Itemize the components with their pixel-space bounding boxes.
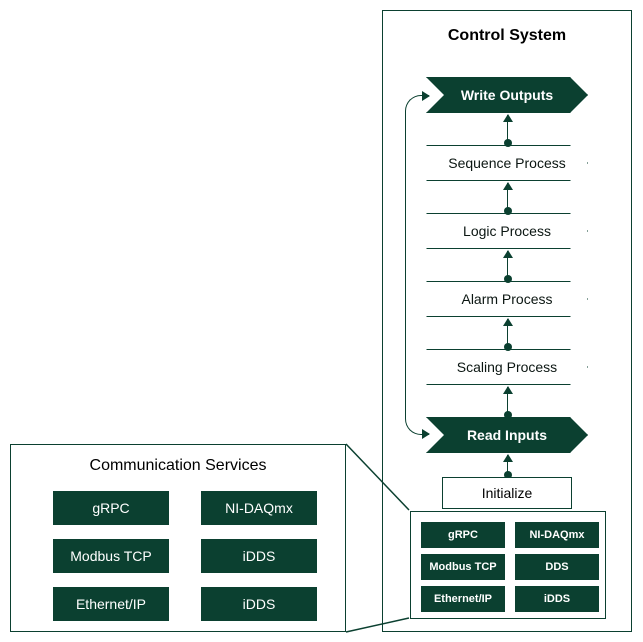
arrowhead-icon: [422, 91, 430, 101]
mini-svc-grpc: gRPC: [421, 522, 505, 548]
connector-arrow: [507, 455, 508, 475]
arrowhead-icon: [422, 429, 430, 439]
svc-modbus-tcp: Modbus TCP: [53, 539, 169, 573]
control-system-panel: Control System Write Outputs Sequence Pro…: [382, 10, 632, 632]
step-alarm-process: Alarm Process: [426, 281, 588, 317]
svc-idds: iDDS: [201, 539, 317, 573]
connector-arrow: [507, 319, 508, 347]
initialize-step: Initialize: [442, 477, 572, 509]
loop-arrow: [405, 95, 429, 435]
step-read-inputs: Read Inputs: [426, 417, 588, 453]
connector-arrow: [507, 387, 508, 415]
comm-services-panel: Communication Services gRPC NI-DAQmx Modbu…: [10, 444, 346, 632]
svc-idds: iDDS: [201, 587, 317, 621]
mini-svc-ni-daqmx: NI-DAQmx: [515, 522, 599, 548]
connector-dot-icon: [504, 411, 512, 419]
mini-svc-idds: iDDS: [515, 586, 599, 612]
step-write-outputs: Write Outputs: [426, 77, 588, 113]
step-scaling-process: Scaling Process: [426, 349, 588, 385]
connector-dot-icon: [504, 343, 512, 351]
connector-dot-icon: [504, 207, 512, 215]
mini-svc-dds: DDS: [515, 554, 599, 580]
mini-svc-ethernet-ip: Ethernet/IP: [421, 586, 505, 612]
connector-arrow: [507, 115, 508, 143]
connector-arrow: [507, 183, 508, 211]
mini-svc-modbus-tcp: Modbus TCP: [421, 554, 505, 580]
initialize-label: Initialize: [482, 485, 533, 501]
step-sequence-process: Sequence Process: [426, 145, 588, 181]
svc-grpc: gRPC: [53, 491, 169, 525]
svc-ni-daqmx: NI-DAQmx: [201, 491, 317, 525]
connector-arrow: [507, 251, 508, 279]
connector-dot-icon: [504, 139, 512, 147]
control-system-title: Control System: [383, 27, 631, 45]
mini-services-box: gRPC NI-DAQmx Modbus TCP DDS Ethernet/IP iDDS: [410, 511, 606, 619]
comm-services-title: Communication Services: [11, 457, 345, 475]
connector-dot-icon: [504, 275, 512, 283]
step-logic-process: Logic Process: [426, 213, 588, 249]
svc-ethernet-ip: Ethernet/IP: [53, 587, 169, 621]
